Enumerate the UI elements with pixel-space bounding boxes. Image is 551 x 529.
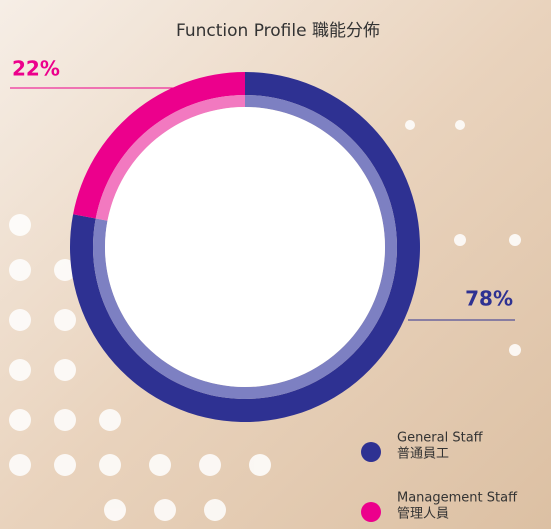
donut-hole [105,107,385,387]
legend-label-zh: 普通員工 [397,447,449,462]
legend-label: Management Staff [397,491,518,506]
legend-label: General Staff [397,431,484,446]
value-label: 22% [12,57,60,81]
page: {"chart_data": {"type": "donut", "title"… [0,0,551,529]
chart: Function Profile 職能分佈 22% 78% General Staf… [0,0,551,529]
legend-marker [361,442,381,462]
legend-marker [361,502,381,522]
chart-title: Function Profile 職能分佈 [176,21,380,41]
value-label: 78% [465,287,513,311]
legend-label-zh: 管理人員 [397,507,449,522]
